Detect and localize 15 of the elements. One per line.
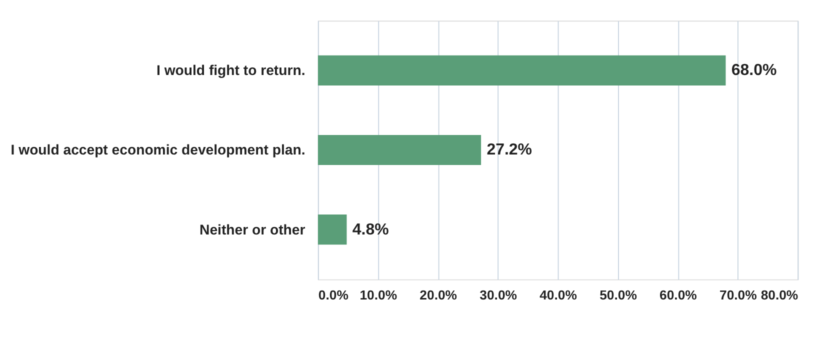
- x-tick-label: 20.0%: [420, 288, 458, 303]
- data-label: 68.0%: [731, 62, 777, 80]
- x-tick-label: 30.0%: [480, 288, 518, 303]
- x-tick-label: 40.0%: [540, 288, 578, 303]
- data-label: 4.8%: [352, 221, 389, 238]
- x-tick-label: 50.0%: [600, 288, 638, 303]
- x-tick-label: 80.0%: [760, 288, 798, 303]
- y-tick-label: Neither or other: [200, 221, 306, 238]
- x-tick-label: 0.0%: [318, 288, 349, 303]
- y-tick-label: I would fight to return.: [156, 62, 306, 78]
- y-tick-label: I would accept economic development plan.: [10, 142, 306, 158]
- data-label: 27.2%: [486, 142, 532, 159]
- x-tick-label: 10.0%: [360, 288, 398, 303]
- x-tick-label: 60.0%: [660, 288, 698, 303]
- x-tick-label: 70.0%: [720, 288, 758, 303]
